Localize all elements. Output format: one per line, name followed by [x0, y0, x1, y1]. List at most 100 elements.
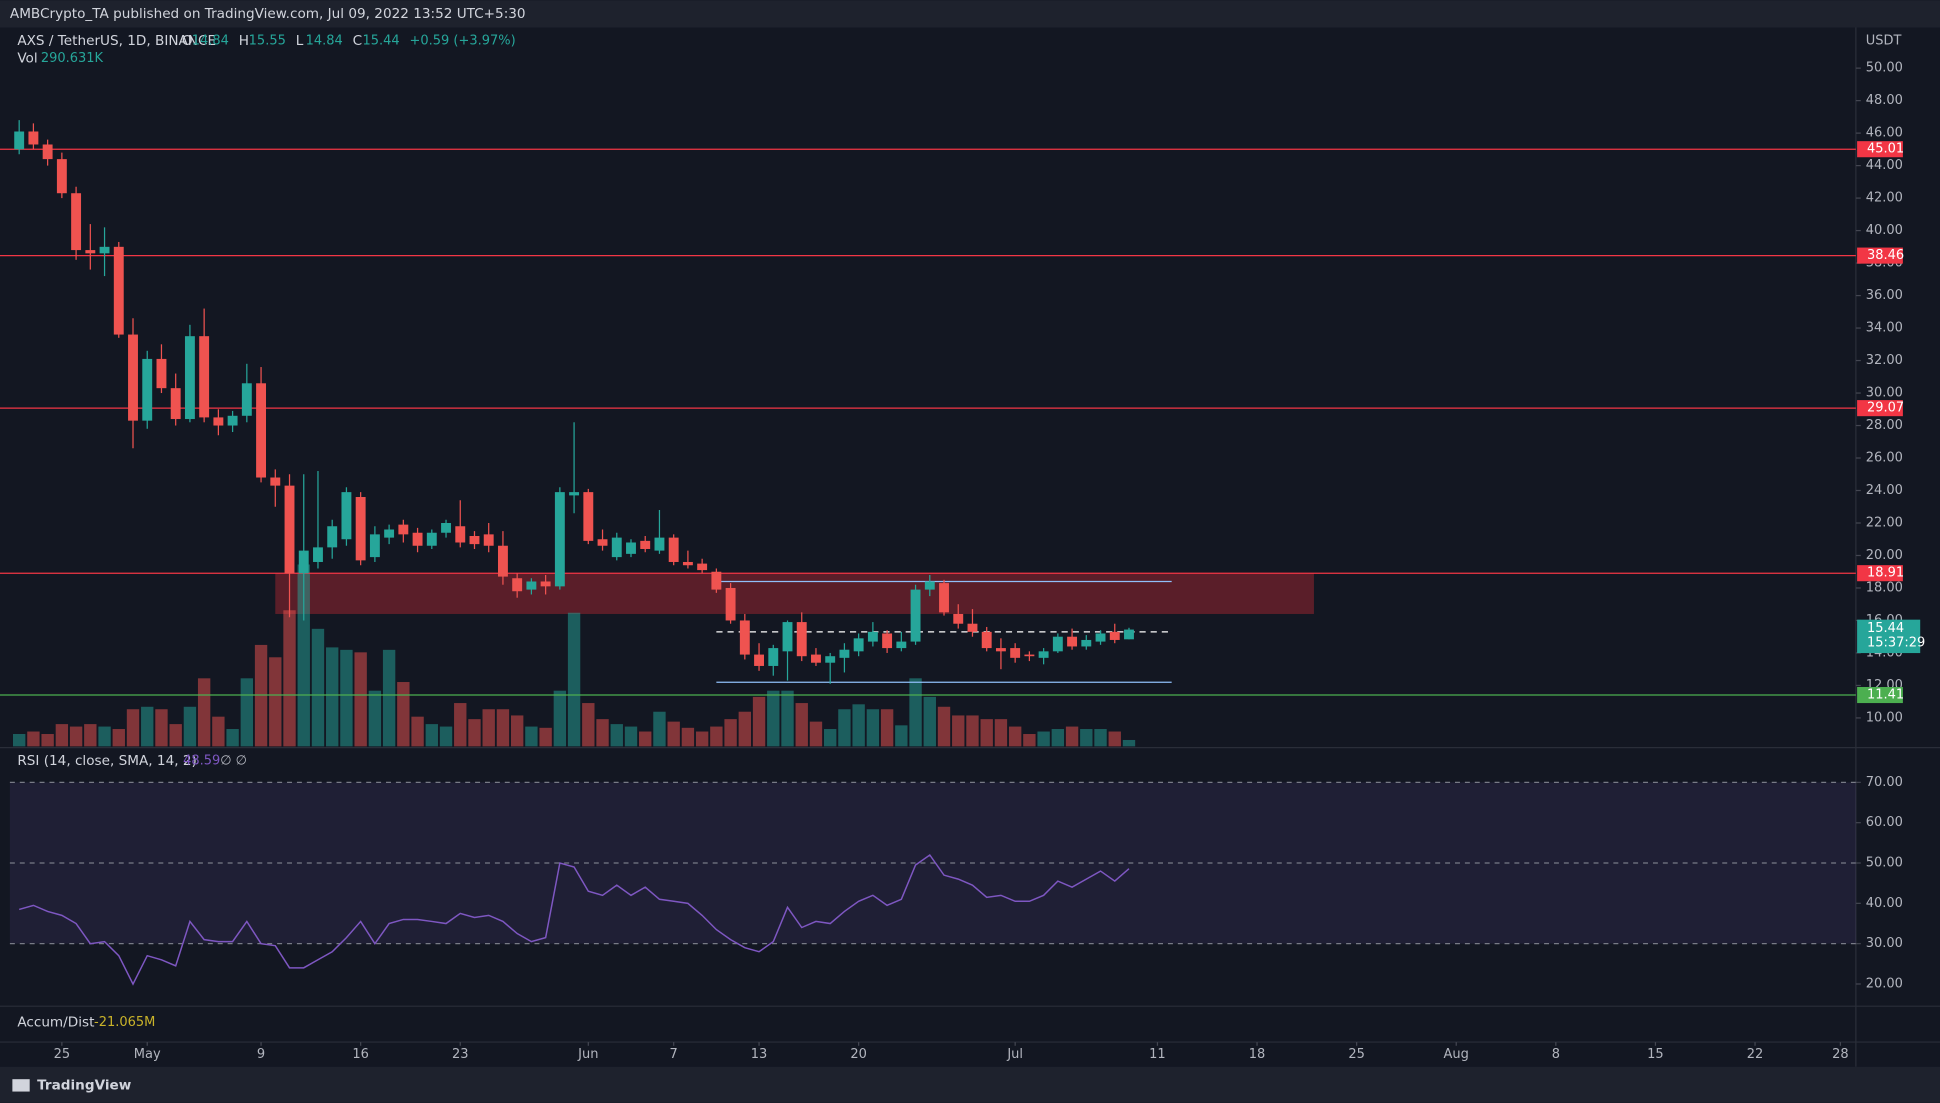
volume-bar: [183, 706, 197, 747]
candle-body: [782, 622, 793, 652]
volume-bar: [126, 709, 140, 747]
candle-body: [113, 246, 124, 335]
candle-body: [213, 417, 224, 426]
volume-value: 290.631K: [41, 51, 104, 66]
supply-zone: [275, 573, 1314, 614]
volume-name: Vol: [17, 50, 37, 66]
candle-body: [483, 534, 494, 546]
volume-bar: [368, 690, 382, 747]
volume-bar: [567, 612, 581, 747]
candle-body: [241, 383, 252, 416]
x-tick-label: 28: [1832, 1047, 1849, 1062]
candle-body: [1010, 648, 1021, 658]
candle-body: [341, 492, 352, 540]
rsi-line: [18, 853, 1130, 986]
volume-bar: [354, 652, 367, 747]
candle-body: [85, 250, 96, 254]
volume-bar: [880, 709, 894, 747]
volume-bar: [795, 703, 808, 747]
x-tick-label: 20: [850, 1047, 867, 1062]
volume-bar: [269, 657, 282, 747]
x-tick-label: 16: [352, 1047, 369, 1062]
candle-body: [1067, 636, 1078, 647]
x-tick-label: 25: [1348, 1047, 1365, 1062]
y-tick-label: 20.00: [1866, 548, 1903, 563]
candle-body: [910, 589, 921, 642]
candle-body: [412, 532, 423, 546]
candle-body: [142, 358, 153, 421]
candle-body: [554, 492, 565, 587]
volume-bar: [197, 678, 211, 747]
candle-body: [156, 358, 167, 389]
volume-bar: [283, 610, 296, 747]
x-tick-label: 9: [257, 1047, 265, 1062]
candle-body: [839, 649, 850, 658]
volume-bar: [155, 709, 168, 747]
volume-bar: [240, 678, 254, 747]
candle-body: [654, 537, 665, 551]
y-tick-label: 30.00: [1866, 386, 1903, 401]
volume-bar: [1122, 739, 1136, 747]
y-tick-label: 26.00: [1866, 451, 1903, 466]
x-tick-label: May: [134, 1047, 161, 1062]
y-tick-label: 40.00: [1866, 223, 1903, 238]
rsi-tick-label: 40.00: [1866, 896, 1903, 911]
candle-body: [469, 535, 480, 545]
candle-body: [270, 477, 281, 486]
candle-body: [426, 532, 437, 546]
x-tick-label: 22: [1747, 1047, 1764, 1062]
candle-body: [995, 648, 1006, 652]
x-tick-label: 15: [1647, 1047, 1664, 1062]
volume-bar: [397, 682, 410, 747]
candle-body: [796, 622, 807, 657]
candle-body: [1038, 651, 1049, 658]
candle-body: [441, 522, 451, 533]
volume-bar: [852, 704, 865, 747]
ohlc-letter: C: [353, 33, 362, 49]
rsi-tick-label: 20.00: [1866, 976, 1903, 991]
candle-body: [924, 581, 935, 590]
volume-bar: [596, 719, 609, 747]
candle-body: [611, 537, 622, 558]
volume-bar: [1023, 734, 1036, 747]
symbol: AXS / TetherUS, 1D, BINANCE: [17, 33, 216, 49]
volume-bar: [653, 711, 666, 747]
candle-body: [128, 334, 138, 421]
volume-bar: [496, 709, 510, 747]
volume-bar: [69, 726, 83, 747]
volume-bar: [411, 716, 424, 747]
ohlc-letter: O: [182, 33, 193, 49]
axis-unit: USDT: [1866, 34, 1902, 49]
volume-bar: [1065, 726, 1079, 747]
y-tick-label: 22.00: [1866, 515, 1903, 530]
volume-bar: [738, 711, 752, 747]
y-tick-label: 44.00: [1866, 158, 1903, 173]
rsi-tick-label: 60.00: [1866, 815, 1903, 830]
rsi-tick-label: 70.00: [1866, 775, 1903, 790]
volume-bar: [340, 649, 353, 747]
volume-bar: [468, 719, 481, 747]
level-label: 45.01: [1867, 142, 1904, 157]
volume-bar: [55, 724, 69, 747]
y-tick-label: 28.00: [1866, 418, 1903, 433]
volume-bar: [909, 678, 922, 747]
volume-bar: [98, 726, 111, 747]
volume-bar: [695, 731, 709, 747]
x-tick-label: 23: [452, 1047, 469, 1062]
volume-bar: [525, 726, 538, 747]
candle-body: [28, 131, 39, 145]
volume-bar: [895, 725, 908, 747]
level-label: 29.07: [1867, 401, 1904, 416]
volume-bar: [1051, 729, 1065, 747]
volume-bar: [824, 729, 837, 747]
level-label: 18.91: [1867, 566, 1904, 581]
header-text: AMBCrypto_TA published on TradingView.co…: [10, 6, 526, 22]
volume-bar: [866, 709, 880, 747]
candle-body: [597, 539, 608, 546]
volume-bar: [510, 715, 524, 747]
volume-bar: [923, 696, 936, 747]
candle-body: [199, 336, 210, 418]
candle-body: [369, 534, 380, 558]
